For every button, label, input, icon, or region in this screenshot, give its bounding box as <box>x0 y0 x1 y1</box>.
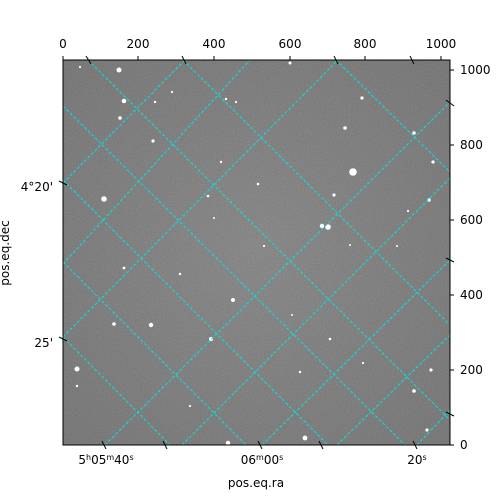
pixel-tick-labels-top: 0 200 400 600 800 1000 <box>59 37 456 51</box>
grid-line <box>181 177 450 445</box>
stars <box>74 61 435 445</box>
right-tick-label: 600 <box>460 213 483 227</box>
top-tick-label: 1000 <box>426 37 457 51</box>
right-tick-label: 1000 <box>460 63 491 77</box>
top-tick-label: 600 <box>279 37 302 51</box>
grid-line <box>416 409 450 445</box>
top-tick-label: 400 <box>203 37 226 51</box>
sky-image <box>63 60 450 445</box>
grid-line <box>104 101 450 445</box>
coordinate-grid <box>63 60 450 445</box>
dec-tick-label: 4°20' <box>21 180 53 194</box>
right-tick-label: 800 <box>460 138 483 152</box>
grid-line <box>261 259 450 445</box>
grid-line <box>87 60 450 421</box>
top-tick-label: 800 <box>354 37 377 51</box>
ra-tick-label: 5h05m40s <box>78 453 133 467</box>
grid-line <box>335 60 450 173</box>
ra-tick-label: 20s <box>407 453 426 467</box>
right-tick-label: 200 <box>460 363 483 377</box>
y-axis-label: pos.eq.dec <box>0 220 12 285</box>
plot-frame <box>62 59 451 446</box>
top-tick-label: 200 <box>127 37 150 51</box>
world-ticks <box>58 55 455 450</box>
grid-line <box>63 261 247 445</box>
pixel-tick-labels-right: 0 200 400 600 800 1000 <box>460 63 491 452</box>
right-tick-label: 0 <box>460 438 468 452</box>
right-tick-label: 400 <box>460 288 483 302</box>
dec-tick-label: 25' <box>34 336 53 350</box>
ra-tick-labels: 5h05m40s 06m00s 20s <box>78 453 426 467</box>
x-axis-label: pos.eq.ra <box>228 476 284 490</box>
grid-line <box>182 60 450 326</box>
grid-line <box>63 179 329 445</box>
ra-tick-label: 06m00s <box>241 453 284 467</box>
grid-line <box>63 60 339 338</box>
grid-line <box>336 334 450 445</box>
grid-line <box>63 336 171 445</box>
dec-tick-labels: 4°20' 25' <box>21 180 53 350</box>
pixel-ticks-top <box>62 56 442 60</box>
grid-line <box>63 105 406 445</box>
grid-line <box>63 60 251 265</box>
pixel-ticks-right <box>450 69 454 446</box>
top-tick-label: 0 <box>59 37 67 51</box>
grid-line <box>63 60 186 184</box>
